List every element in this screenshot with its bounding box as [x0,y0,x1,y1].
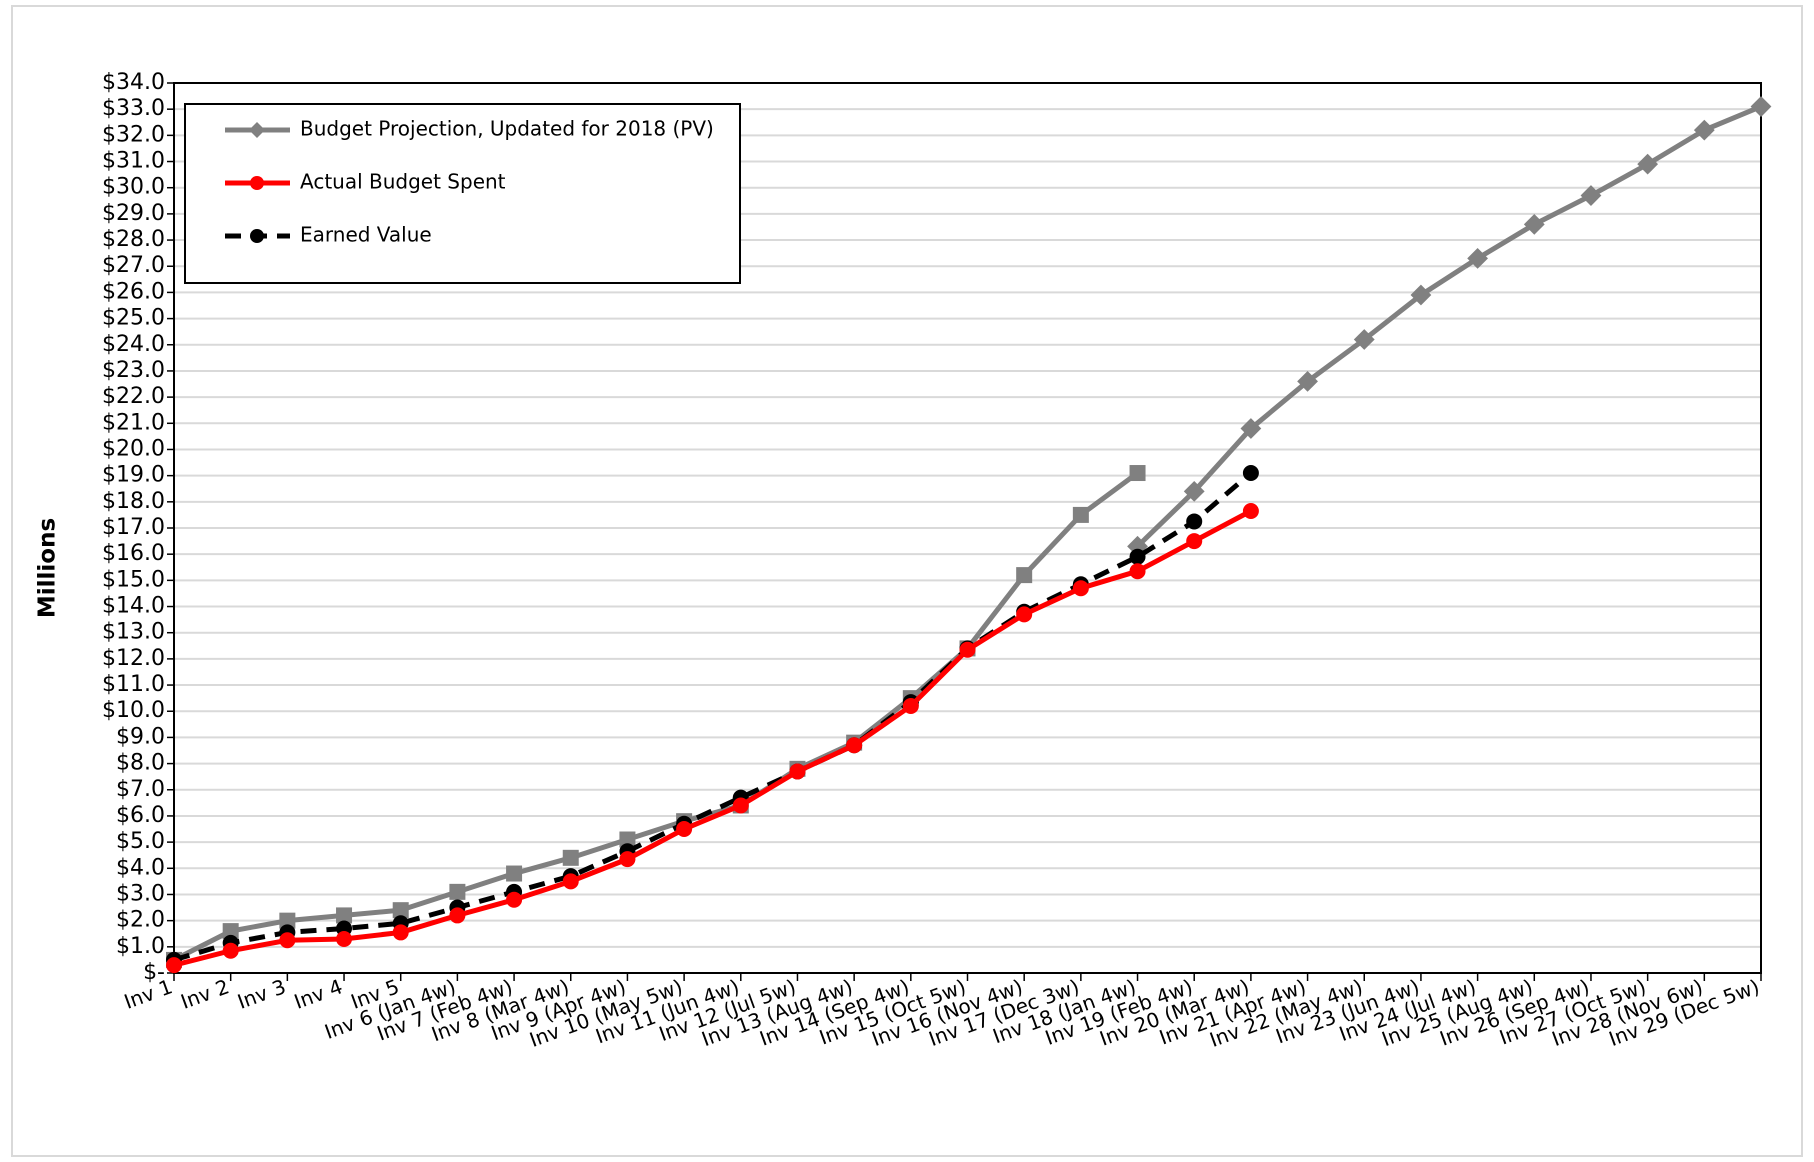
y-tick-label: $25.0 [102,306,165,331]
data-point [562,873,579,890]
data-point [902,698,919,714]
y-tick-label: $4.0 [116,855,165,880]
y-tick-label: $19.0 [102,463,165,488]
data-point [1750,96,1772,117]
y-tick-label: $2.0 [116,908,165,933]
data-point [959,641,976,658]
data-point [732,797,749,814]
data-point [392,902,409,919]
data-point [1523,213,1545,235]
y-tick-label: $32.0 [102,122,165,147]
data-point [1410,284,1432,306]
y-tick-label: $30.0 [102,175,165,200]
data-point [1016,567,1033,584]
data-point [789,763,806,780]
y-tick-label: $- [143,960,165,985]
y-tick-label: $31.0 [102,149,165,174]
data-point [279,932,296,949]
y-tick-label: $1.0 [116,934,165,959]
data-point [336,907,353,924]
data-point [1242,465,1259,482]
series-line [173,471,1253,963]
data-point [222,923,239,940]
data-point [1467,247,1489,269]
y-tick-label: $21.0 [102,410,165,435]
y-tick-label: $5.0 [116,829,165,854]
data-point [166,957,182,974]
series-line [173,508,1253,968]
legend-marker [250,176,264,190]
y-tick-label: $33.0 [102,96,165,121]
y-tick-label: $7.0 [116,777,165,802]
legend-label: Actual Budget Spent [300,170,506,194]
series-line [172,471,1140,963]
data-point [506,891,523,908]
y-tick-label: $20.0 [102,436,165,461]
data-point [1242,502,1259,519]
data-point [1693,119,1715,141]
y-tick-label: $8.0 [116,751,165,776]
y-tick-label: $12.0 [102,646,165,671]
data-point [1580,185,1602,206]
data-point [222,942,239,959]
legend-box [184,103,741,284]
y-tick-label: $28.0 [102,227,165,252]
y-tick-label: $6.0 [116,803,165,828]
data-point [1129,563,1146,580]
data-point [1016,606,1033,623]
y-tick-label: $29.0 [102,201,165,226]
y-tick-label: $11.0 [102,672,165,697]
y-tick-label: $22.0 [102,384,165,409]
y-tick-label: $34.0 [102,70,165,95]
y-tick-label: $10.0 [102,698,165,723]
data-point [1240,418,1262,439]
data-point [1353,329,1375,350]
legend-marker [249,122,265,138]
data-point [1072,580,1089,597]
legend-marker [250,229,264,243]
data-point [336,930,353,947]
y-tick-label: $15.0 [102,567,165,592]
data-point [1637,153,1659,175]
series-line [1135,104,1762,549]
data-point [449,883,466,900]
y-tick-label: $14.0 [102,594,165,619]
data-point [279,912,296,929]
y-axis-title: Millions [35,518,61,618]
data-point [1186,513,1203,530]
legend-label: Earned Value [300,223,432,247]
y-tick-label: $3.0 [116,881,165,906]
data-point [1129,465,1146,482]
legend: Budget Projection, Updated for 2018 (PV)… [184,103,741,284]
data-point [1072,506,1089,523]
legend-label: Budget Projection, Updated for 2018 (PV) [300,117,714,141]
data-point [619,851,636,868]
data-point [392,924,409,941]
data-point [1183,480,1205,502]
data-point [449,907,466,924]
data-point [1186,533,1203,550]
y-tick-label: $17.0 [102,515,165,540]
y-tick-label: $16.0 [102,541,165,566]
data-point [846,737,863,754]
y-tick-label: $13.0 [102,620,165,645]
y-tick-label: $24.0 [102,332,165,357]
y-tick-label: $23.0 [102,358,165,383]
y-tick-label: $18.0 [102,489,165,514]
data-point [619,831,636,848]
data-point [506,865,523,882]
data-point [562,849,579,866]
data-point [1129,548,1146,565]
y-tick-label: $27.0 [102,253,165,278]
y-tick-label: $9.0 [116,724,165,749]
data-point [1297,371,1318,392]
y-tick-label: $26.0 [102,279,165,304]
data-point [676,821,693,838]
